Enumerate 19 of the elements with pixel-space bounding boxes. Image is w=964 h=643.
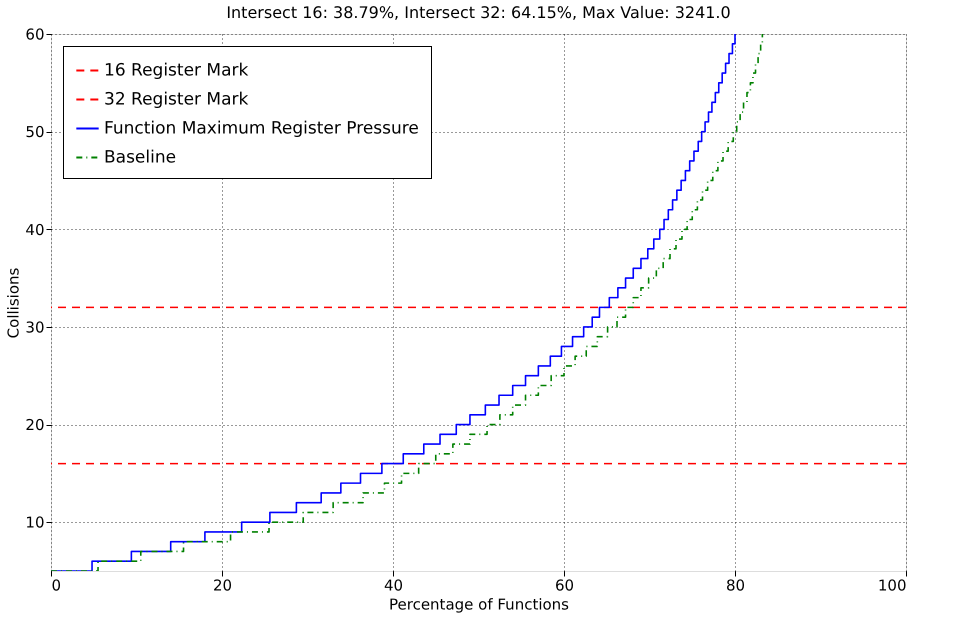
y-tick-label: 40 [25,220,44,239]
y-tick-label: 30 [25,318,44,336]
chart-title: Intersect 16: 38.79%, Intersect 32: 64.15%, Max Value: 3241.0 [226,3,731,22]
x-tick-label: 20 [212,576,232,594]
x-tick-label: 60 [554,576,574,594]
y-tick-label: 10 [25,514,44,532]
y-axis-title: Collisions [4,268,22,338]
x-tick-label: 100 [878,576,906,594]
y-tick-label: 20 [25,416,44,434]
y-tick-label: 50 [25,123,44,142]
y-tick-label: 60 [25,26,44,44]
x-tick-label: 80 [726,576,746,594]
x-axis-title: Percentage of Functions [389,596,570,614]
legend-label: 32 Register Mark [104,90,249,110]
x-tick-label: 40 [384,576,404,594]
x-tick-label: 0 [52,576,62,594]
legend-label: Baseline [104,148,176,168]
legend-label: 16 Register Mark [104,60,249,80]
legend-label: Function Maximum Register Pressure [104,118,419,138]
